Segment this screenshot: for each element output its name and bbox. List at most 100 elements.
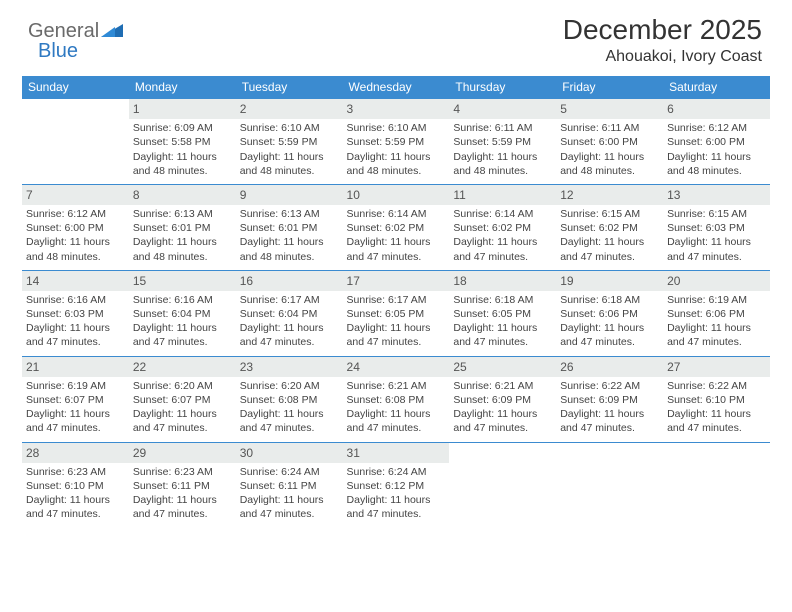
weekday-header: Monday xyxy=(129,76,236,99)
calendar-table: SundayMondayTuesdayWednesdayThursdayFrid… xyxy=(22,76,770,527)
sunset-text: Sunset: 6:08 PM xyxy=(347,393,446,407)
sunrise-text: Sunrise: 6:11 AM xyxy=(560,121,659,135)
empty-day xyxy=(556,443,663,461)
calendar-day-cell: 30Sunrise: 6:24 AMSunset: 6:11 PMDayligh… xyxy=(236,442,343,527)
weekday-header: Thursday xyxy=(449,76,556,99)
calendar-day-cell: 25Sunrise: 6:21 AMSunset: 6:09 PMDayligh… xyxy=(449,356,556,442)
calendar-day-cell: 17Sunrise: 6:17 AMSunset: 6:05 PMDayligh… xyxy=(343,270,450,356)
dl2-text: and 47 minutes. xyxy=(26,421,125,435)
day-number: 24 xyxy=(343,357,450,377)
empty-day xyxy=(22,99,129,117)
dl1-text: Daylight: 11 hours xyxy=(347,321,446,335)
sunrise-text: Sunrise: 6:09 AM xyxy=(133,121,232,135)
sunset-text: Sunset: 6:03 PM xyxy=(26,307,125,321)
calendar-day-cell: 16Sunrise: 6:17 AMSunset: 6:04 PMDayligh… xyxy=(236,270,343,356)
sunset-text: Sunset: 6:09 PM xyxy=(453,393,552,407)
sunrise-text: Sunrise: 6:10 AM xyxy=(347,121,446,135)
sunset-text: Sunset: 6:02 PM xyxy=(453,221,552,235)
sunset-text: Sunset: 6:05 PM xyxy=(347,307,446,321)
dl1-text: Daylight: 11 hours xyxy=(133,321,232,335)
dl1-text: Daylight: 11 hours xyxy=(347,235,446,249)
calendar-day-cell xyxy=(449,442,556,527)
sunrise-text: Sunrise: 6:21 AM xyxy=(347,379,446,393)
dl2-text: and 48 minutes. xyxy=(240,164,339,178)
dl2-text: and 47 minutes. xyxy=(26,507,125,521)
calendar-week-row: 14Sunrise: 6:16 AMSunset: 6:03 PMDayligh… xyxy=(22,270,770,356)
day-number: 28 xyxy=(22,443,129,463)
dl1-text: Daylight: 11 hours xyxy=(240,150,339,164)
dl1-text: Daylight: 11 hours xyxy=(26,321,125,335)
calendar-day-cell: 5Sunrise: 6:11 AMSunset: 6:00 PMDaylight… xyxy=(556,99,663,185)
day-number: 23 xyxy=(236,357,343,377)
day-number: 19 xyxy=(556,271,663,291)
sunset-text: Sunset: 6:01 PM xyxy=(133,221,232,235)
dl2-text: and 48 minutes. xyxy=(667,164,766,178)
weekday-header: Wednesday xyxy=(343,76,450,99)
sunset-text: Sunset: 6:06 PM xyxy=(560,307,659,321)
weekday-header: Sunday xyxy=(22,76,129,99)
location-label: Ahouakoi, Ivory Coast xyxy=(22,48,762,66)
dl2-text: and 48 minutes. xyxy=(133,250,232,264)
dl1-text: Daylight: 11 hours xyxy=(667,407,766,421)
day-number: 11 xyxy=(449,185,556,205)
day-number: 22 xyxy=(129,357,236,377)
sunrise-text: Sunrise: 6:11 AM xyxy=(453,121,552,135)
dl1-text: Daylight: 11 hours xyxy=(133,235,232,249)
day-number: 20 xyxy=(663,271,770,291)
dl2-text: and 48 minutes. xyxy=(240,250,339,264)
sunset-text: Sunset: 5:59 PM xyxy=(347,135,446,149)
day-number: 3 xyxy=(343,99,450,119)
empty-day xyxy=(449,443,556,461)
dl2-text: and 47 minutes. xyxy=(240,507,339,521)
day-number: 31 xyxy=(343,443,450,463)
sunrise-text: Sunrise: 6:23 AM xyxy=(133,465,232,479)
dl1-text: Daylight: 11 hours xyxy=(453,321,552,335)
sunrise-text: Sunrise: 6:18 AM xyxy=(453,293,552,307)
dl1-text: Daylight: 11 hours xyxy=(133,150,232,164)
day-number: 17 xyxy=(343,271,450,291)
calendar-day-cell: 2Sunrise: 6:10 AMSunset: 5:59 PMDaylight… xyxy=(236,99,343,185)
page-header: December 2025 Ahouakoi, Ivory Coast xyxy=(22,14,770,66)
weekday-header: Tuesday xyxy=(236,76,343,99)
sunrise-text: Sunrise: 6:17 AM xyxy=(240,293,339,307)
calendar-day-cell: 23Sunrise: 6:20 AMSunset: 6:08 PMDayligh… xyxy=(236,356,343,442)
empty-day xyxy=(663,443,770,461)
sunset-text: Sunset: 6:05 PM xyxy=(453,307,552,321)
dl1-text: Daylight: 11 hours xyxy=(667,150,766,164)
sunrise-text: Sunrise: 6:12 AM xyxy=(667,121,766,135)
sunset-text: Sunset: 6:11 PM xyxy=(240,479,339,493)
sunset-text: Sunset: 6:12 PM xyxy=(347,479,446,493)
sunset-text: Sunset: 6:08 PM xyxy=(240,393,339,407)
calendar-week-row: 7Sunrise: 6:12 AMSunset: 6:00 PMDaylight… xyxy=(22,184,770,270)
sunset-text: Sunset: 6:09 PM xyxy=(560,393,659,407)
sunset-text: Sunset: 6:00 PM xyxy=(560,135,659,149)
calendar-day-cell: 4Sunrise: 6:11 AMSunset: 5:59 PMDaylight… xyxy=(449,99,556,185)
dl1-text: Daylight: 11 hours xyxy=(347,493,446,507)
dl1-text: Daylight: 11 hours xyxy=(240,493,339,507)
dl1-text: Daylight: 11 hours xyxy=(667,321,766,335)
calendar-page: General Blue December 2025 Ahouakoi, Ivo… xyxy=(0,0,792,527)
sunset-text: Sunset: 6:02 PM xyxy=(347,221,446,235)
dl2-text: and 47 minutes. xyxy=(347,335,446,349)
sunrise-text: Sunrise: 6:24 AM xyxy=(240,465,339,479)
day-number: 7 xyxy=(22,185,129,205)
sunrise-text: Sunrise: 6:18 AM xyxy=(560,293,659,307)
calendar-day-cell: 8Sunrise: 6:13 AMSunset: 6:01 PMDaylight… xyxy=(129,184,236,270)
dl2-text: and 48 minutes. xyxy=(26,250,125,264)
sunrise-text: Sunrise: 6:19 AM xyxy=(667,293,766,307)
day-number: 18 xyxy=(449,271,556,291)
dl2-text: and 47 minutes. xyxy=(453,250,552,264)
calendar-week-row: 28Sunrise: 6:23 AMSunset: 6:10 PMDayligh… xyxy=(22,442,770,527)
page-title: December 2025 xyxy=(22,14,762,46)
sunrise-text: Sunrise: 6:15 AM xyxy=(667,207,766,221)
sunset-text: Sunset: 6:11 PM xyxy=(133,479,232,493)
calendar-day-cell xyxy=(22,99,129,185)
sunset-text: Sunset: 6:10 PM xyxy=(667,393,766,407)
weekday-header: Saturday xyxy=(663,76,770,99)
sunrise-text: Sunrise: 6:20 AM xyxy=(240,379,339,393)
calendar-day-cell: 24Sunrise: 6:21 AMSunset: 6:08 PMDayligh… xyxy=(343,356,450,442)
day-number: 1 xyxy=(129,99,236,119)
dl2-text: and 47 minutes. xyxy=(560,250,659,264)
day-number: 15 xyxy=(129,271,236,291)
day-number: 8 xyxy=(129,185,236,205)
